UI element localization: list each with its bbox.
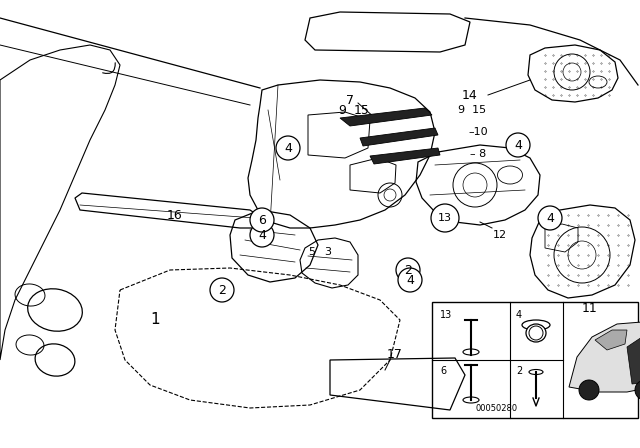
Text: 6: 6 <box>440 366 446 376</box>
Text: 4: 4 <box>546 211 554 224</box>
Text: 15: 15 <box>354 103 370 116</box>
Text: 11: 11 <box>582 302 598 314</box>
Text: 9  15: 9 15 <box>458 105 486 115</box>
Circle shape <box>398 268 422 292</box>
Polygon shape <box>360 128 438 146</box>
Circle shape <box>538 206 562 230</box>
Text: 4: 4 <box>258 228 266 241</box>
Text: 17: 17 <box>387 349 403 362</box>
Text: 2: 2 <box>404 263 412 276</box>
Text: 13: 13 <box>440 310 452 320</box>
Text: 14: 14 <box>462 89 478 102</box>
Text: 12: 12 <box>493 230 507 240</box>
Circle shape <box>635 380 640 400</box>
Text: 4: 4 <box>516 310 522 320</box>
Polygon shape <box>569 322 640 392</box>
Circle shape <box>276 136 300 160</box>
Circle shape <box>506 133 530 157</box>
Text: 2: 2 <box>516 366 522 376</box>
Text: 4: 4 <box>514 138 522 151</box>
Polygon shape <box>627 337 640 384</box>
Text: 16: 16 <box>167 208 183 221</box>
Text: – 8: – 8 <box>470 149 486 159</box>
Text: 6: 6 <box>258 214 266 227</box>
Text: 4: 4 <box>406 273 414 287</box>
Text: 4: 4 <box>284 142 292 155</box>
Text: 2: 2 <box>218 284 226 297</box>
Circle shape <box>250 223 274 247</box>
Circle shape <box>210 278 234 302</box>
Text: –10: –10 <box>468 127 488 137</box>
Ellipse shape <box>526 324 546 342</box>
Text: 1: 1 <box>150 313 160 327</box>
Circle shape <box>250 208 274 232</box>
Text: 5: 5 <box>308 247 316 257</box>
Text: 7: 7 <box>346 94 354 107</box>
Text: 00050280: 00050280 <box>476 404 518 413</box>
Circle shape <box>579 380 599 400</box>
Text: 13: 13 <box>438 213 452 223</box>
Polygon shape <box>370 148 440 164</box>
Polygon shape <box>595 330 627 350</box>
Text: 3: 3 <box>324 247 332 257</box>
Polygon shape <box>340 108 432 126</box>
Text: 9: 9 <box>338 103 346 116</box>
Circle shape <box>431 204 459 232</box>
Circle shape <box>396 258 420 282</box>
